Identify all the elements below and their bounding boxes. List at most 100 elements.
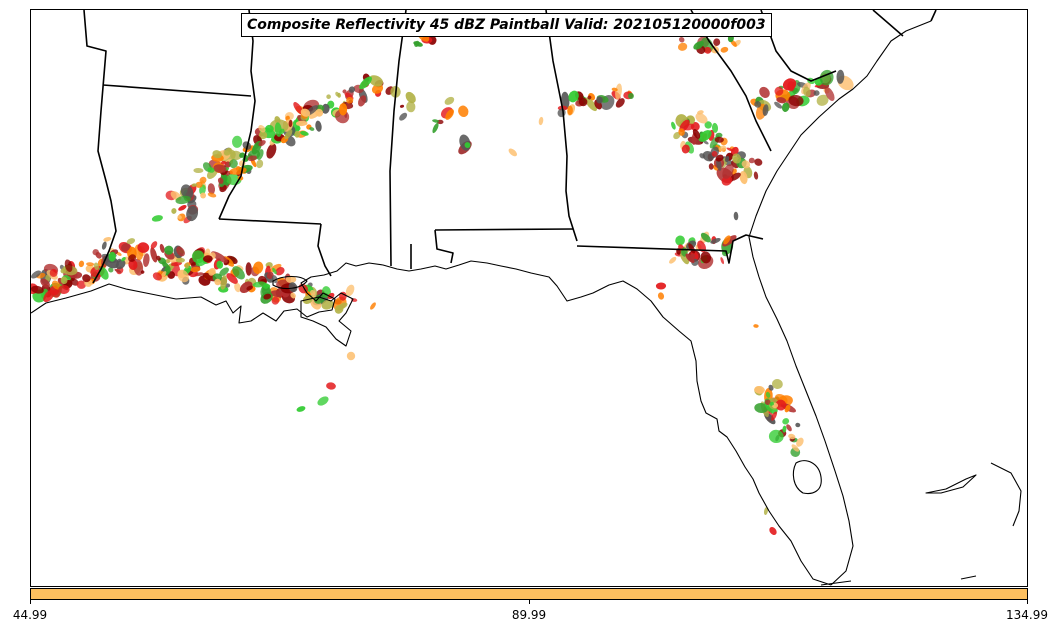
reflectivity-blob — [252, 281, 267, 288]
reflectivity-blob — [704, 121, 712, 129]
reflectivity-blob — [232, 266, 245, 280]
reflectivity-blob — [51, 280, 61, 290]
reflectivity-blob — [70, 278, 79, 286]
reflectivity-blob — [294, 130, 301, 138]
reflectivity-blob — [771, 411, 778, 421]
coast-gulf-tx-la — [31, 260, 832, 586]
reflectivity-blob — [296, 406, 306, 412]
reflectivity-blob — [432, 122, 439, 134]
reflectivity-blob — [611, 87, 618, 92]
reflectivity-blob — [399, 112, 408, 121]
border-mississippi-river — [218, 10, 256, 220]
reflectivity-blob — [405, 91, 416, 104]
reflectivity-blob — [765, 391, 771, 398]
border-al-ga — [545, 10, 578, 242]
reflectivity-blob — [275, 266, 285, 276]
reflectivity-blob — [784, 404, 791, 413]
colorbar-tick-mid — [529, 600, 530, 604]
reflectivity-blob — [335, 91, 340, 97]
reflectivity-blob — [414, 40, 420, 48]
reflectivity-blob — [720, 257, 725, 265]
reflectivity-blob — [245, 262, 252, 276]
reflectivity-blob — [300, 131, 309, 136]
reflectivity-blob — [159, 243, 165, 253]
reflectivity-blob — [764, 399, 771, 406]
reflectivity-blob — [321, 103, 330, 114]
border-pearl-river — [317, 223, 332, 277]
colorbar-tick-max — [1027, 600, 1028, 604]
reflectivity-blob — [788, 94, 804, 107]
reflectivity-blob — [64, 259, 73, 272]
reflectivity-blob — [560, 91, 570, 110]
reflectivity-blob — [315, 120, 322, 132]
reflectivity-blob — [246, 285, 254, 291]
reflectivity-blob — [31, 270, 41, 279]
reflectivity-blob — [82, 274, 91, 283]
reflectivity-blob — [688, 243, 696, 254]
reflectivity-blob — [768, 384, 774, 391]
reflectivity-blob — [358, 95, 367, 107]
colorbar-label-min: 44.99 — [12, 608, 48, 622]
reflectivity-blob — [284, 129, 293, 140]
border-la-ms-31n — [218, 218, 322, 225]
colorbar — [30, 588, 1028, 600]
reflectivity-blob — [128, 259, 138, 270]
reflectivity-blob — [795, 422, 801, 428]
reflectivity-blob — [43, 289, 55, 303]
reflectivity-blob — [763, 506, 769, 516]
reflectivity-blob — [114, 268, 122, 273]
reflectivity-blob — [803, 86, 811, 97]
reflectivity-blob — [683, 123, 695, 131]
reflectivity-blob — [95, 252, 102, 259]
reflectivity-blob — [754, 402, 769, 414]
reflectivity-blob — [671, 121, 676, 130]
reflectivity-blob — [458, 105, 469, 118]
reflectivity-blob — [669, 256, 677, 264]
reflectivity-blob — [191, 183, 198, 187]
reflectivity-blob — [295, 120, 308, 127]
reflectivity-blob — [708, 163, 714, 170]
reflectivity-blob — [370, 302, 376, 310]
reflectivity-blob — [293, 102, 304, 115]
reflectivity-blob — [685, 253, 695, 264]
reflectivity-blob — [252, 261, 264, 274]
reflectivity-blob — [741, 160, 751, 169]
reflectivity-blob — [216, 260, 224, 269]
reflectivity-blob — [628, 93, 634, 99]
border-nc-sc — [760, 10, 904, 82]
reflectivity-blob — [538, 116, 544, 126]
map-panel — [30, 9, 1028, 587]
reflectivity-blob — [754, 101, 762, 108]
reflectivity-blob — [321, 299, 334, 310]
reflectivity-blob — [150, 241, 158, 249]
reflectivity-blob — [191, 250, 205, 264]
reflectivity-blob — [342, 89, 347, 94]
reflectivity-blob — [718, 145, 727, 152]
reflectivity-blob — [699, 153, 706, 159]
keys — [820, 575, 977, 586]
reflectivity-blob — [207, 167, 215, 173]
reflectivity-blob — [774, 86, 784, 96]
reflectivity-blob — [207, 183, 216, 195]
reflectivity-blob — [203, 255, 213, 263]
reflectivity-blob — [791, 444, 800, 452]
reflectivity-blob — [86, 262, 95, 267]
reflectivity-blob — [786, 424, 792, 432]
reflectivity-blob — [753, 324, 759, 328]
reflectivity-blob — [108, 251, 116, 262]
reflectivity-blob — [769, 401, 774, 406]
reflectivity-blob — [774, 101, 783, 109]
reflectivity-blob — [615, 98, 625, 108]
reflectivity-blob — [258, 140, 266, 147]
reflectivity-blob — [703, 140, 709, 145]
reflectivity-blob — [285, 115, 290, 121]
reflectivity-blob — [221, 160, 227, 165]
reflectivity-blob — [223, 147, 233, 156]
reflectivity-blob — [177, 269, 189, 283]
colorbar-tick-min — [30, 600, 31, 604]
reflectivity-blob — [315, 108, 324, 117]
border-ga-fl — [576, 234, 764, 264]
reflectivity-blob — [700, 251, 712, 264]
reflectivity-blob — [711, 150, 718, 157]
reflectivity-blob — [190, 266, 201, 273]
